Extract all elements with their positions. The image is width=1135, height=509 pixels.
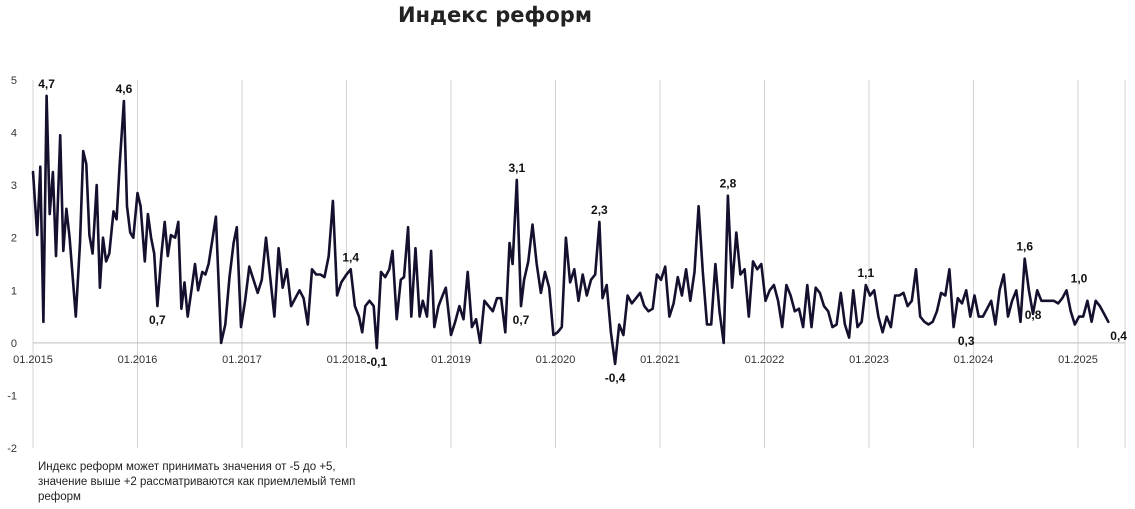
data-label: 2,3 [591, 203, 608, 217]
y-tick-label: 5 [11, 75, 17, 87]
x-tick-label: 01.2025 [1058, 354, 1098, 366]
chart-footnote: Индекс реформ может принимать значения о… [38, 461, 356, 503]
y-axis: 5 4 3 2 1 0 -1 -2 [7, 75, 17, 455]
x-axis: 01.2015 01.2016 01.2017 01.2018 01.2019 01.20… [13, 342, 1125, 366]
data-label: 1,4 [342, 250, 359, 264]
x-tick-label: 01.2018 [327, 354, 367, 366]
data-label: 4,6 [116, 82, 133, 96]
y-tick-label: 0 [11, 338, 17, 350]
x-tick-label: 01.2020 [536, 354, 576, 366]
y-tick-label: 4 [11, 128, 17, 140]
y-tick-label: 1 [11, 285, 17, 297]
x-tick-label: 01.2015 [13, 354, 53, 366]
series-line-layer [31, 94, 1110, 366]
data-label: 0,7 [149, 313, 166, 327]
x-tick-label: 01.2021 [640, 354, 680, 366]
data-label: -0,1 [366, 355, 387, 369]
data-label: 0,8 [1025, 308, 1042, 322]
chart-title: Индекс реформ [398, 3, 592, 27]
series-line-0 [31, 94, 1110, 366]
data-label: 0,4 [1110, 329, 1127, 343]
data-label: 4,7 [38, 77, 55, 91]
y-tick-label: -1 [7, 390, 17, 402]
y-tick-label: 2 [11, 233, 17, 245]
x-tick-label: 01.2024 [954, 354, 994, 366]
y-tick-label: -2 [7, 443, 17, 455]
x-tick-label: 01.2023 [849, 354, 889, 366]
x-tick-label: 01.2017 [222, 354, 262, 366]
data-label: 1,1 [858, 266, 875, 280]
grid-lines [32, 80, 1126, 448]
x-tick-label: 01.2016 [118, 354, 158, 366]
data-label: 3,1 [508, 161, 525, 175]
data-label: 0,7 [513, 313, 530, 327]
data-label: 1,6 [1016, 240, 1033, 254]
x-tick-label: 01.2022 [745, 354, 785, 366]
data-label: 0,3 [958, 334, 975, 348]
y-tick-label: 3 [11, 180, 17, 192]
data-labels: 4,7 4,6 0,7 1,4 -0,1 3,1 0,7 2,3 -0,4 2,8 1,1 0,3 1,… [38, 77, 1127, 385]
data-label: 2,8 [720, 177, 737, 191]
x-tick-label: 01.2019 [431, 354, 471, 366]
data-label: 1,0 [1071, 271, 1088, 285]
data-label: -0,4 [605, 371, 626, 385]
